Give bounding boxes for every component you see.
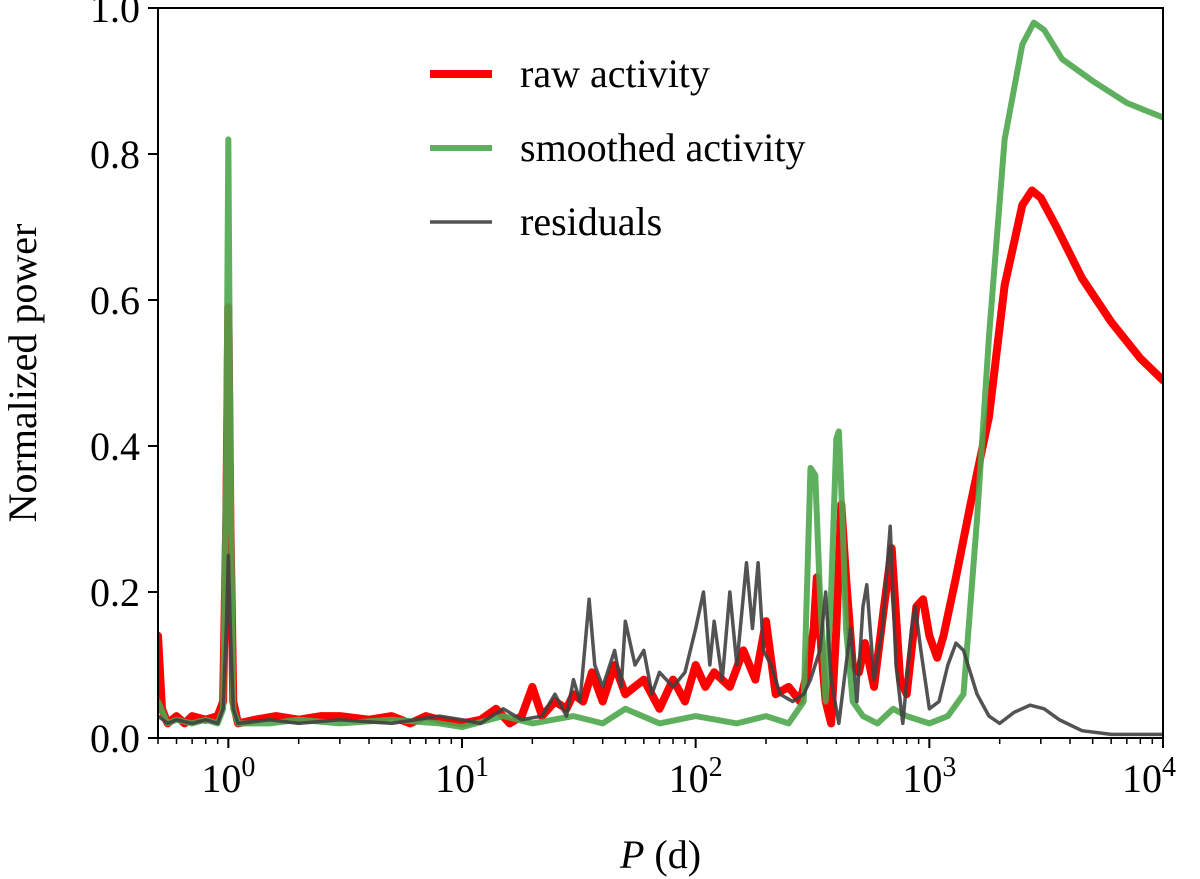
- series-line-residuals: [158, 524, 1163, 737]
- axis-ticks: [148, 7, 1164, 748]
- plot-frame: [157, 7, 1164, 739]
- x-tick-label-base: 10: [201, 756, 241, 801]
- y-axis-title: Normalized power: [0, 224, 45, 523]
- x-tick-label: 104: [1122, 752, 1176, 801]
- y-tick-label: 0.6: [90, 278, 140, 323]
- y-tick-label: 0.0: [90, 716, 140, 761]
- y-tick-label: 0.2: [90, 570, 140, 615]
- plot-data-layer: [158, 19, 1163, 737]
- x-axis-title-symbol: P: [619, 832, 644, 877]
- legend-label-smoothed-activity: smoothed activity: [520, 125, 806, 170]
- x-tick-label: 101: [435, 752, 489, 801]
- legend-label-raw-activity: raw activity: [520, 51, 710, 96]
- legend-label-residuals: residuals: [520, 199, 662, 244]
- legend: raw activity smoothed activity residuals: [430, 51, 806, 244]
- x-axis-title-unit: (d): [644, 832, 701, 877]
- x-tick-label-base: 10: [902, 756, 942, 801]
- x-tick-label-exponent: 3: [942, 752, 956, 783]
- series-line-raw-activity: [158, 186, 1163, 728]
- x-tick-labels: 100 101 102 103 104: [201, 752, 1176, 801]
- y-tick-label: 0.8: [90, 132, 140, 177]
- x-tick-label-exponent: 1: [475, 752, 489, 783]
- series-line-smoothed-activity: [158, 19, 1163, 731]
- x-tick-label-exponent: 4: [1162, 752, 1176, 783]
- x-tick-label-exponent: 2: [709, 752, 723, 783]
- x-tick-label: 100: [201, 752, 255, 801]
- x-tick-label: 103: [902, 752, 956, 801]
- x-axis-title: P (d): [619, 832, 701, 877]
- y-tick-label: 0.4: [90, 424, 140, 469]
- y-tick-labels: 0.0 0.2 0.4 0.6 0.8 1.0: [90, 0, 140, 761]
- x-tick-label-base: 10: [669, 756, 709, 801]
- x-tick-label-base: 10: [435, 756, 475, 801]
- x-tick-label-exponent: 0: [241, 752, 255, 783]
- x-tick-label: 102: [669, 752, 723, 801]
- x-tick-label-base: 10: [1122, 756, 1162, 801]
- y-tick-label: 1.0: [90, 0, 140, 31]
